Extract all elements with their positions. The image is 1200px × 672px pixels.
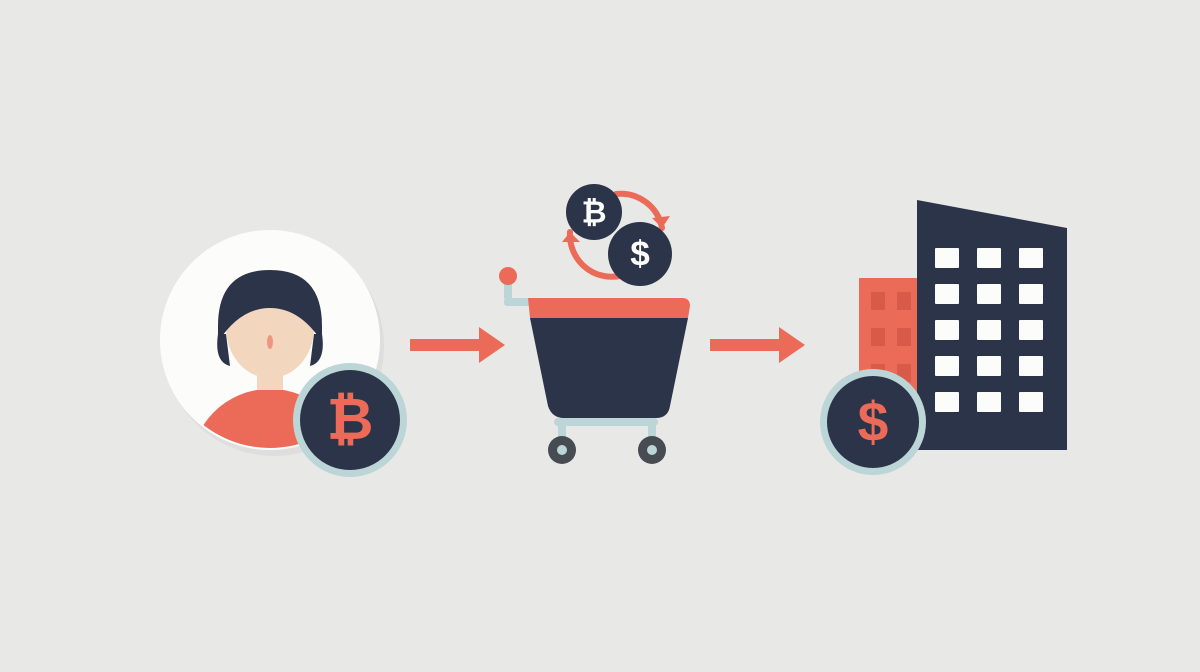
svg-text:$: $ [858,391,889,453]
flow-svg: ₿ ₿ $ $ [0,0,1200,672]
svg-text:₿: ₿ [581,195,606,230]
dollar-coin-icon: $ [820,369,926,475]
svg-text:₿: ₿ [327,388,374,452]
bitcoin-coin-icon: ₿ [293,363,407,477]
infographic-canvas: ₿ ₿ $ $ [0,0,1200,672]
svg-text:$: $ [630,235,650,274]
cart-body [530,318,688,418]
cart-rim [528,298,690,318]
